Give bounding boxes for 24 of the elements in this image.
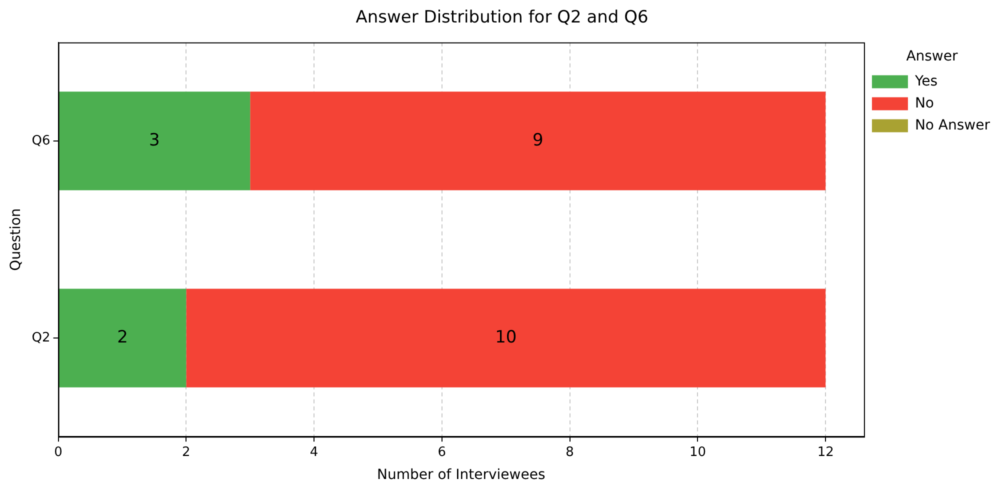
y-tick-label: Q2: [32, 330, 50, 346]
data-label: 2: [117, 327, 128, 348]
y-tick-label: Q6: [32, 133, 50, 148]
x-tick-label: 8: [566, 444, 574, 460]
x-tick-label: 4: [310, 444, 318, 460]
legend-title: Answer: [906, 48, 958, 65]
y-axis-title: Question: [8, 208, 24, 271]
data-label: 9: [532, 130, 544, 150]
x-axis-title: Number of Interviewees: [376, 467, 546, 484]
bar: [186, 288, 826, 388]
legend-label: No Answer: [914, 117, 990, 134]
data-label: 10: [495, 327, 517, 348]
x-tick-label: 0: [54, 444, 62, 460]
bar: [250, 92, 826, 190]
legend-label: Yes: [914, 73, 938, 90]
x-tick-label: 2: [182, 444, 190, 460]
x-tick-label: 10: [689, 444, 706, 460]
legend-label: No: [914, 95, 934, 112]
x-tick-label: 6: [438, 444, 446, 460]
x-tick-label: 12: [817, 444, 834, 460]
bar: [58, 92, 250, 190]
chart-title: Answer Distribution for Q2 and Q6: [356, 8, 648, 28]
data-label: 3: [149, 130, 160, 150]
bar: [58, 288, 186, 388]
